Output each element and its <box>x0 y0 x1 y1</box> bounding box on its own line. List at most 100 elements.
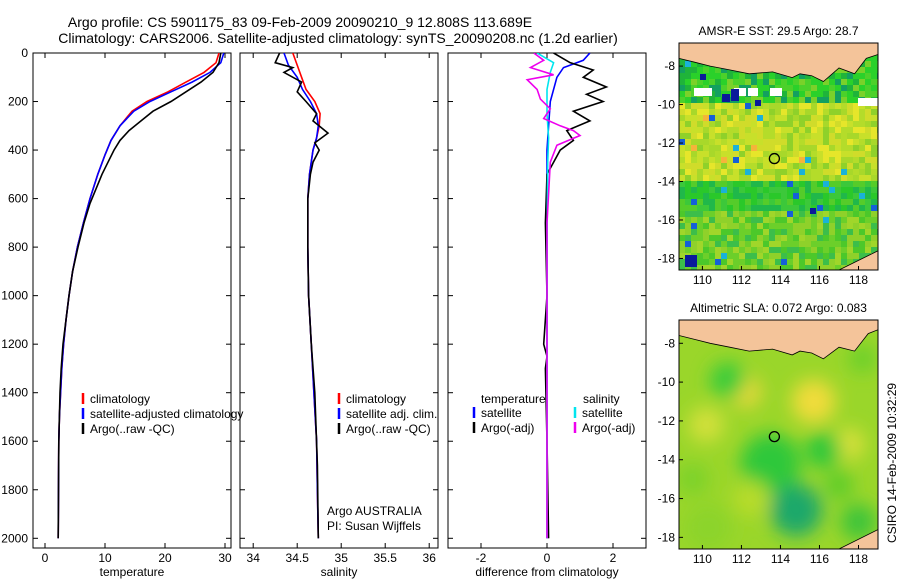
sst-cell <box>775 115 782 122</box>
sst-cell <box>811 85 818 92</box>
sst-cell <box>865 115 872 122</box>
sst-cell <box>811 187 818 194</box>
sst-cell <box>703 157 710 164</box>
sst-cell <box>805 79 812 86</box>
map-y-tick-label: -14 <box>658 453 676 467</box>
sst-cell <box>757 85 764 92</box>
sst-cell <box>859 163 866 170</box>
sst-cell <box>871 139 878 146</box>
sst-cell <box>709 253 716 260</box>
sst-cell <box>751 103 758 110</box>
sst-cold-cell <box>722 94 730 102</box>
map-x-tick-label: 118 <box>849 273 868 287</box>
sst-cell <box>715 175 722 182</box>
sst-cell <box>841 253 848 260</box>
sst-cell <box>751 127 758 134</box>
sst-cell <box>853 145 860 152</box>
sst-cell <box>799 109 806 116</box>
sst-cell <box>775 133 782 140</box>
sst-cell <box>745 97 752 104</box>
series-line-climatology <box>57 53 220 539</box>
sst-cell <box>841 85 848 92</box>
sst-cell <box>769 121 776 128</box>
sst-cell <box>811 151 818 158</box>
sst-cell <box>817 229 824 236</box>
sst-cell <box>775 223 782 230</box>
sst-cell <box>847 241 854 248</box>
sst-cell <box>769 145 776 152</box>
sst-cell <box>823 91 830 98</box>
sst-cell <box>769 103 776 110</box>
sst-cell <box>709 139 716 146</box>
sst-cell <box>763 235 770 242</box>
sst-cell <box>841 97 848 104</box>
sst-cell <box>703 229 710 236</box>
map-x-tick-label: 116 <box>810 273 829 287</box>
sst-cell <box>799 157 806 164</box>
sst-cell <box>871 73 878 80</box>
sst-cell <box>763 181 770 188</box>
sst-cell <box>823 85 830 92</box>
sst-cell <box>805 193 812 200</box>
sst-cell <box>829 151 836 158</box>
sst-cell <box>799 91 806 98</box>
sst-cell <box>853 121 860 128</box>
sst-cell <box>805 133 812 140</box>
sst-cell <box>763 163 770 170</box>
sst-cell <box>715 241 722 248</box>
sst-cell <box>709 199 716 206</box>
sst-cell <box>715 67 722 74</box>
sst-cell <box>751 115 758 122</box>
sst-cell <box>841 205 848 212</box>
sst-cell <box>721 223 728 230</box>
sst-cell <box>757 181 764 188</box>
sst-cell <box>811 103 818 110</box>
sst-cell <box>697 211 704 218</box>
sst-cell <box>715 139 722 146</box>
sst-cell <box>793 151 800 158</box>
sst-cell <box>805 121 812 128</box>
sst-cell <box>703 73 710 80</box>
y-tick-label: 400 <box>8 143 28 157</box>
sst-cell <box>697 223 704 230</box>
sst-cell <box>685 265 692 270</box>
sst-cell <box>751 259 758 266</box>
sst-cell <box>871 175 878 182</box>
sst-cell <box>703 265 710 270</box>
sst-cell <box>781 169 788 176</box>
sst-cell <box>853 73 860 80</box>
sst-cell <box>703 133 710 140</box>
sst-cell <box>757 187 764 194</box>
sst-cell <box>775 181 782 188</box>
sst-cell <box>715 85 722 92</box>
sst-cell <box>847 169 854 176</box>
sst-cell <box>721 157 728 164</box>
sst-cell <box>805 211 812 218</box>
sst-cell <box>775 127 782 134</box>
sst-cell <box>859 157 866 164</box>
sst-cell <box>847 133 854 140</box>
sst-cell <box>817 133 824 140</box>
sst-cell <box>679 193 686 200</box>
sst-cell <box>799 187 806 194</box>
sst-cell <box>739 175 746 182</box>
sst-cell <box>835 103 842 110</box>
sst-cell <box>679 85 686 92</box>
sst-cell <box>745 181 752 188</box>
salinity-profile-chart: 34 34.5 35 35.5 36 salinity climatologysatelli… <box>239 52 439 579</box>
sst-cell <box>769 241 776 248</box>
sst-cell <box>775 169 782 176</box>
sst-cell <box>691 151 698 158</box>
sst-cell <box>781 193 788 200</box>
sst-cell <box>799 247 806 254</box>
sst-cell <box>685 211 692 218</box>
sst-cell <box>859 67 866 74</box>
sst-cell <box>787 193 794 200</box>
sst-cell <box>871 181 878 188</box>
sst-cell <box>685 73 692 80</box>
sst-cell <box>745 229 752 236</box>
map-y-tick-label: -10 <box>658 98 676 112</box>
sst-cell <box>823 223 830 230</box>
sst-cell <box>697 103 704 110</box>
